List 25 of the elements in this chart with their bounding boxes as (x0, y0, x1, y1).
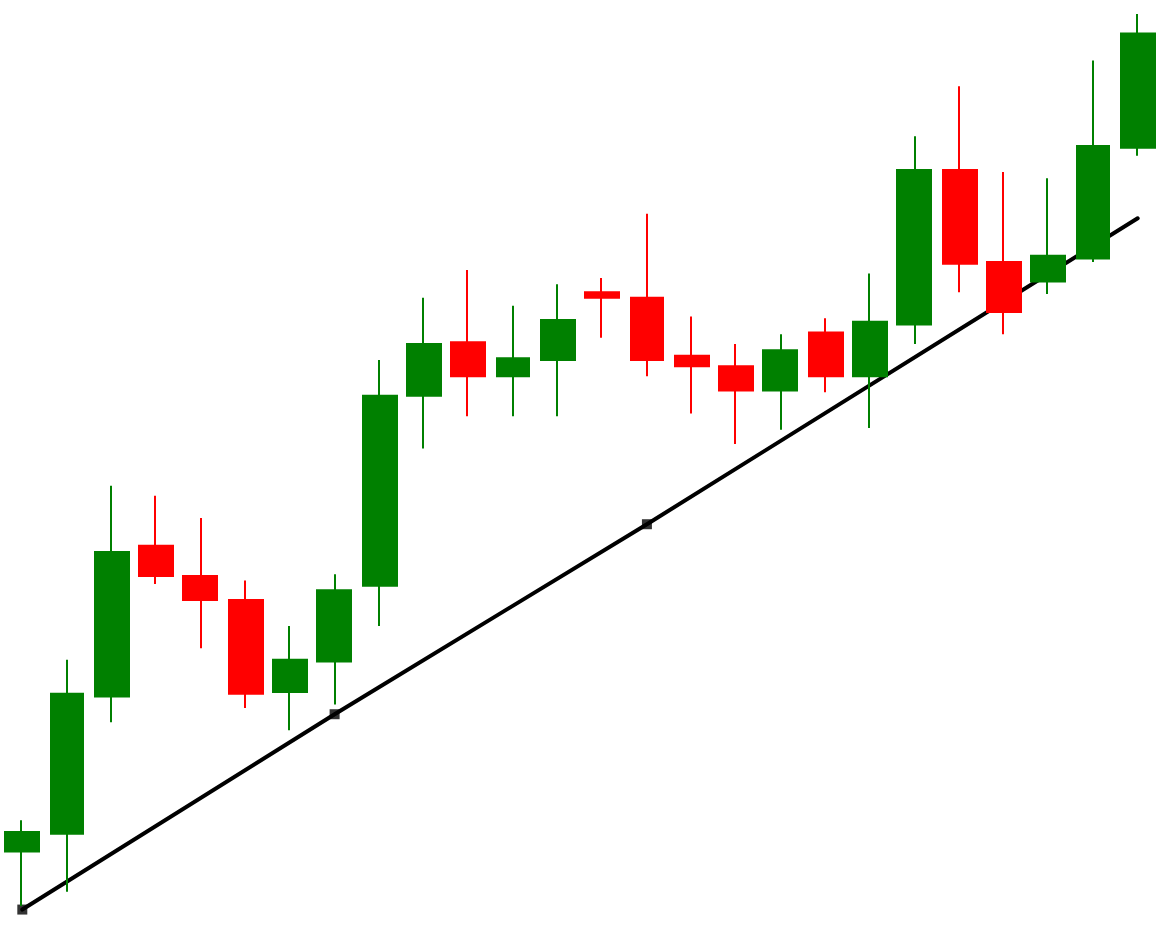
candlestick (1076, 59, 1110, 263)
candlestick (272, 624, 308, 732)
candlestick (808, 317, 844, 394)
candlestick (1120, 13, 1156, 157)
candlestick (630, 212, 664, 378)
candlestick (182, 516, 218, 650)
candlestick (450, 269, 486, 418)
candlestick (362, 359, 398, 627)
candlestick (718, 343, 754, 445)
candlestick (942, 85, 978, 294)
candlestick (896, 135, 932, 346)
candlestick (584, 277, 620, 339)
candlestick (540, 283, 576, 418)
candlestick (1030, 177, 1066, 296)
candlestick (94, 484, 130, 724)
candlestick (228, 579, 264, 709)
candlestick (986, 170, 1022, 336)
candlestick (406, 296, 442, 450)
candlestick (674, 315, 710, 415)
candlestick (138, 494, 174, 585)
candlestick (316, 573, 352, 706)
candlestick (852, 272, 888, 429)
candlestick (496, 304, 530, 418)
candlestick (50, 658, 84, 893)
candlestick (762, 333, 798, 431)
